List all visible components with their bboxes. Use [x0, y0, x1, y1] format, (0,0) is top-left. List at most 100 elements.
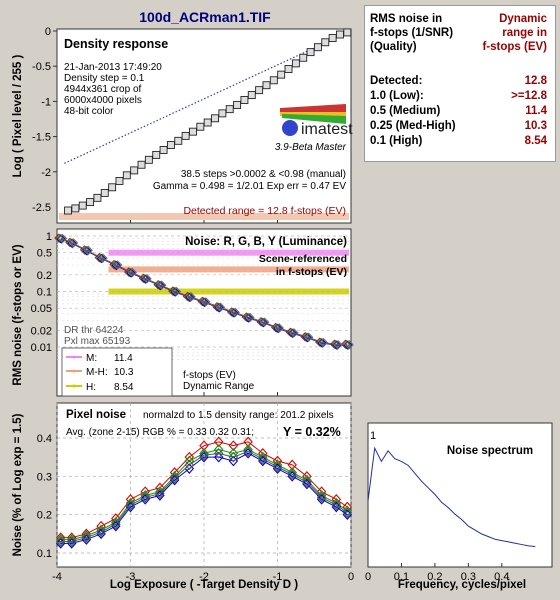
table-row-value: 12.8 [524, 75, 547, 87]
pixel-point [302, 476, 312, 488]
density-point [277, 70, 286, 79]
noise-reference-band [108, 249, 349, 256]
detected-range: Detected range = 12.8 f-stops (EV) [183, 205, 346, 217]
pixel-point [302, 478, 312, 490]
pixel-noise-ylabel: Noise (% of Log exp = 1.5) [12, 413, 24, 556]
legend-mh-value: 10.3 [114, 367, 134, 378]
pixel-point [125, 501, 136, 513]
logo-subtitle: 3.9-Beta Master [275, 142, 347, 153]
spectrum-xtick-label: 0.4 [494, 571, 509, 583]
table-row-detected: Detected: 12.8 [370, 74, 547, 88]
pixel-point [342, 509, 353, 520]
density-point [203, 118, 212, 127]
noise-point [300, 332, 310, 342]
noise-ytick-label: 1 [46, 231, 52, 243]
pixel-xtick-label: -2 [199, 571, 209, 583]
pixel-point [342, 505, 353, 517]
pixel-xtick-label: -1 [273, 571, 283, 583]
pixel-point [342, 507, 353, 519]
pixel-noise-panel: 0.1 0.2 0.3 0.4 -4 -3 -2 -1 0 [37, 402, 354, 583]
noise-point [171, 286, 182, 297]
density-ytick-label: -0.5 [32, 61, 51, 73]
pixel-point [81, 530, 92, 542]
density-point [100, 188, 109, 197]
table-head-left-line2: f-stops (1/SNR) [370, 27, 454, 39]
pixel-point [199, 451, 209, 463]
table-row-value: >=12.8 [511, 90, 547, 102]
pixel-point [213, 436, 224, 448]
noise-point [289, 328, 299, 338]
table-header-left: RMS noise in f-stops (1/SNR) (Quality) [370, 12, 453, 54]
dynamic-range-label: Dynamic Range [183, 381, 255, 392]
pixel-point [342, 501, 353, 513]
density-info-1: Density step = 0.1 [64, 73, 145, 84]
pixel-point [228, 440, 239, 451]
noise-point [303, 332, 314, 342]
density-point [93, 193, 102, 202]
spectrum-xlabel: Frequency, cycles/pixel [398, 579, 526, 591]
spectrum-xtick-label: 0.2 [427, 571, 442, 583]
noise-point [215, 302, 226, 312]
table-row-label: 0.5 (Medium) [370, 105, 441, 117]
noise-point [68, 238, 79, 248]
density-point [291, 59, 300, 68]
imatest-logo: imatest [280, 104, 353, 138]
scene-referenced-2: in f-stops (EV) [276, 266, 347, 278]
density-point [225, 105, 234, 114]
pixel-xtick-label: 0 [348, 571, 354, 583]
noise-point [57, 233, 68, 244]
spectrum-ytick-label: 1 [370, 430, 376, 442]
noise-point [55, 233, 65, 244]
pixel-point [55, 534, 66, 545]
density-point [211, 114, 219, 123]
pixel-point [55, 536, 66, 547]
pixel-noise-y: Y = 0.32% [283, 425, 341, 439]
density-ylabel: Log ( Pixel level / 255 ) [12, 54, 24, 177]
noise-point [245, 312, 255, 323]
pixel-point [243, 448, 253, 459]
pixel-point [287, 467, 297, 478]
pixel-noise-average: Avg. (zone 2-15) RGB % = 0.33 0.32 0.31; [66, 427, 254, 438]
density-point [71, 204, 80, 213]
legend-m-value: 11.4 [114, 353, 133, 364]
pixel-point [111, 518, 121, 530]
pixel-point [287, 471, 297, 482]
noise-point [332, 340, 342, 350]
density-point [321, 38, 330, 47]
pixel-xtick-label: -4 [52, 571, 62, 583]
pixel-point [228, 455, 239, 467]
pixel-ytick-label: 0.2 [37, 510, 52, 522]
pixel-point [331, 499, 342, 511]
density-ytick-label: -2 [41, 167, 51, 179]
pixel-point [272, 459, 283, 471]
pixel-point [258, 451, 268, 463]
density-point [269, 76, 278, 85]
pixel-point [125, 499, 136, 511]
density-point [336, 30, 344, 39]
pixel-xtick-label: -3 [126, 571, 136, 583]
noise-point [83, 245, 93, 256]
noise-point [186, 292, 196, 302]
rms-noise-panel: 1 0.5 0.2 0.1 0.05 0.02 0.01 [31, 228, 354, 397]
pixel-point [66, 534, 77, 545]
pixel-point [140, 494, 150, 505]
density-point [299, 53, 308, 62]
pixel-point [81, 528, 92, 540]
pixel-point [213, 451, 224, 463]
noise-ytick-label: 0.2 [37, 270, 52, 282]
pixel-point [169, 474, 180, 486]
density-info-3: 6000x4000 pixels [64, 95, 142, 106]
pixel-ytick-label: 0.4 [37, 433, 52, 445]
pixel-point [243, 446, 253, 457]
table-row-med-high: 0.25 (Med-High) 10.3 [370, 119, 547, 133]
pixel-point [258, 455, 268, 467]
density-stats-line2: Gamma = 0.498 = 1/2.01 Exp err = 0.47 EV [153, 181, 346, 192]
pixel-series-line [60, 450, 348, 542]
table-head-right-line3: f-stops (EV) [482, 41, 547, 53]
density-info-4: 48-bit color [64, 106, 114, 117]
table-row-high: 0.1 (High) 8.54 [370, 134, 547, 148]
density-info-2: 4944x361 crop of [64, 84, 142, 95]
table-header-right: Dynamic range in f-stops (EV) [482, 12, 547, 54]
density-point [108, 183, 117, 192]
